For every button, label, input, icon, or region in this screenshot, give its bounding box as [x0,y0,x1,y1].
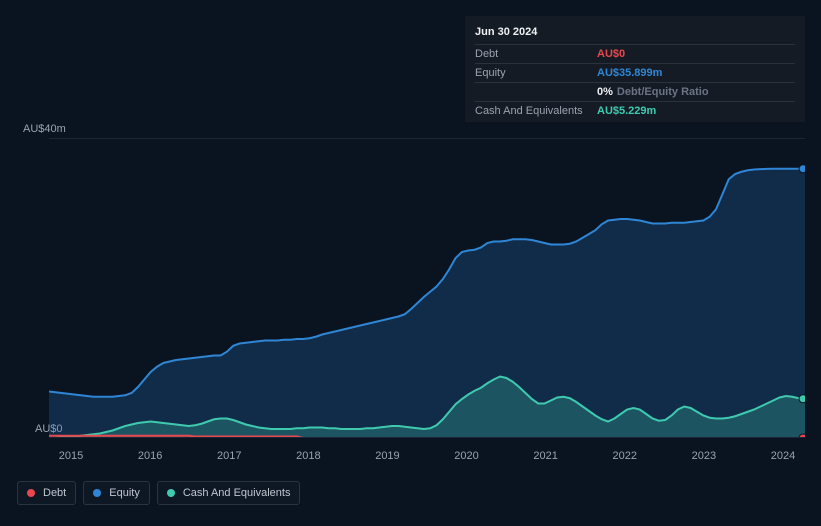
x-axis-tick: 2022 [613,450,637,462]
tooltip-date: Jun 30 2024 [475,22,795,44]
legend-item[interactable]: Debt [17,481,76,505]
tooltip-row: DebtAU$0 [475,44,795,63]
legend-dot-icon [27,489,35,497]
tooltip-row-value: AU$5.229m [597,105,656,117]
legend-item[interactable]: Equity [83,481,150,505]
x-axis-tick: 2021 [533,450,557,462]
chart-area: AU$40m AU$0 2015201620172018201920202021… [17,120,805,460]
x-axis-tick: 2015 [59,450,83,462]
x-axis-tick: 2016 [138,450,162,462]
legend-dot-icon [93,489,101,497]
tooltip-row-label: Equity [475,67,597,79]
tooltip-row-label: Cash And Equivalents [475,105,597,117]
legend-item[interactable]: Cash And Equivalents [157,481,301,505]
legend: Debt Equity Cash And Equivalents [17,481,300,505]
tooltip-row: Cash And EquivalentsAU$5.229m [475,101,795,120]
legend-label: Equity [109,487,140,499]
x-axis-tick: 2019 [375,450,399,462]
x-axis-tick: 2020 [454,450,478,462]
legend-dot-icon [167,489,175,497]
x-axis-tick: 2017 [217,450,241,462]
tooltip-row-value: AU$0 [597,48,625,60]
x-axis: 2015 2016 2017 2018 2019 2020 2021 2022 2023 2024 [49,450,805,466]
x-axis-tick: 2018 [296,450,320,462]
tooltip-row-label: Debt [475,48,597,60]
legend-label: Cash And Equivalents [183,487,291,499]
equity-area [49,169,805,438]
x-axis-tick: 2023 [692,450,716,462]
tooltip-row-value: AU$35.899m [597,67,662,79]
plot-area[interactable] [49,138,805,438]
tooltip-row-value: 0%Debt/Equity Ratio [597,86,709,98]
y-axis-label-top: AU$40m [23,123,66,135]
equity-end-marker-icon [799,165,805,173]
tooltip-row: 0%Debt/Equity Ratio [475,82,795,101]
legend-label: Debt [43,487,66,499]
cash-end-marker-icon [799,395,805,403]
tooltip-row-label [475,86,597,98]
hover-tooltip: Jun 30 2024 DebtAU$0EquityAU$35.899m0%De… [465,16,805,122]
tooltip-row: EquityAU$35.899m [475,63,795,82]
chart-container: Jun 30 2024 DebtAU$0EquityAU$35.899m0%De… [0,0,821,526]
x-axis-tick: 2024 [771,450,795,462]
